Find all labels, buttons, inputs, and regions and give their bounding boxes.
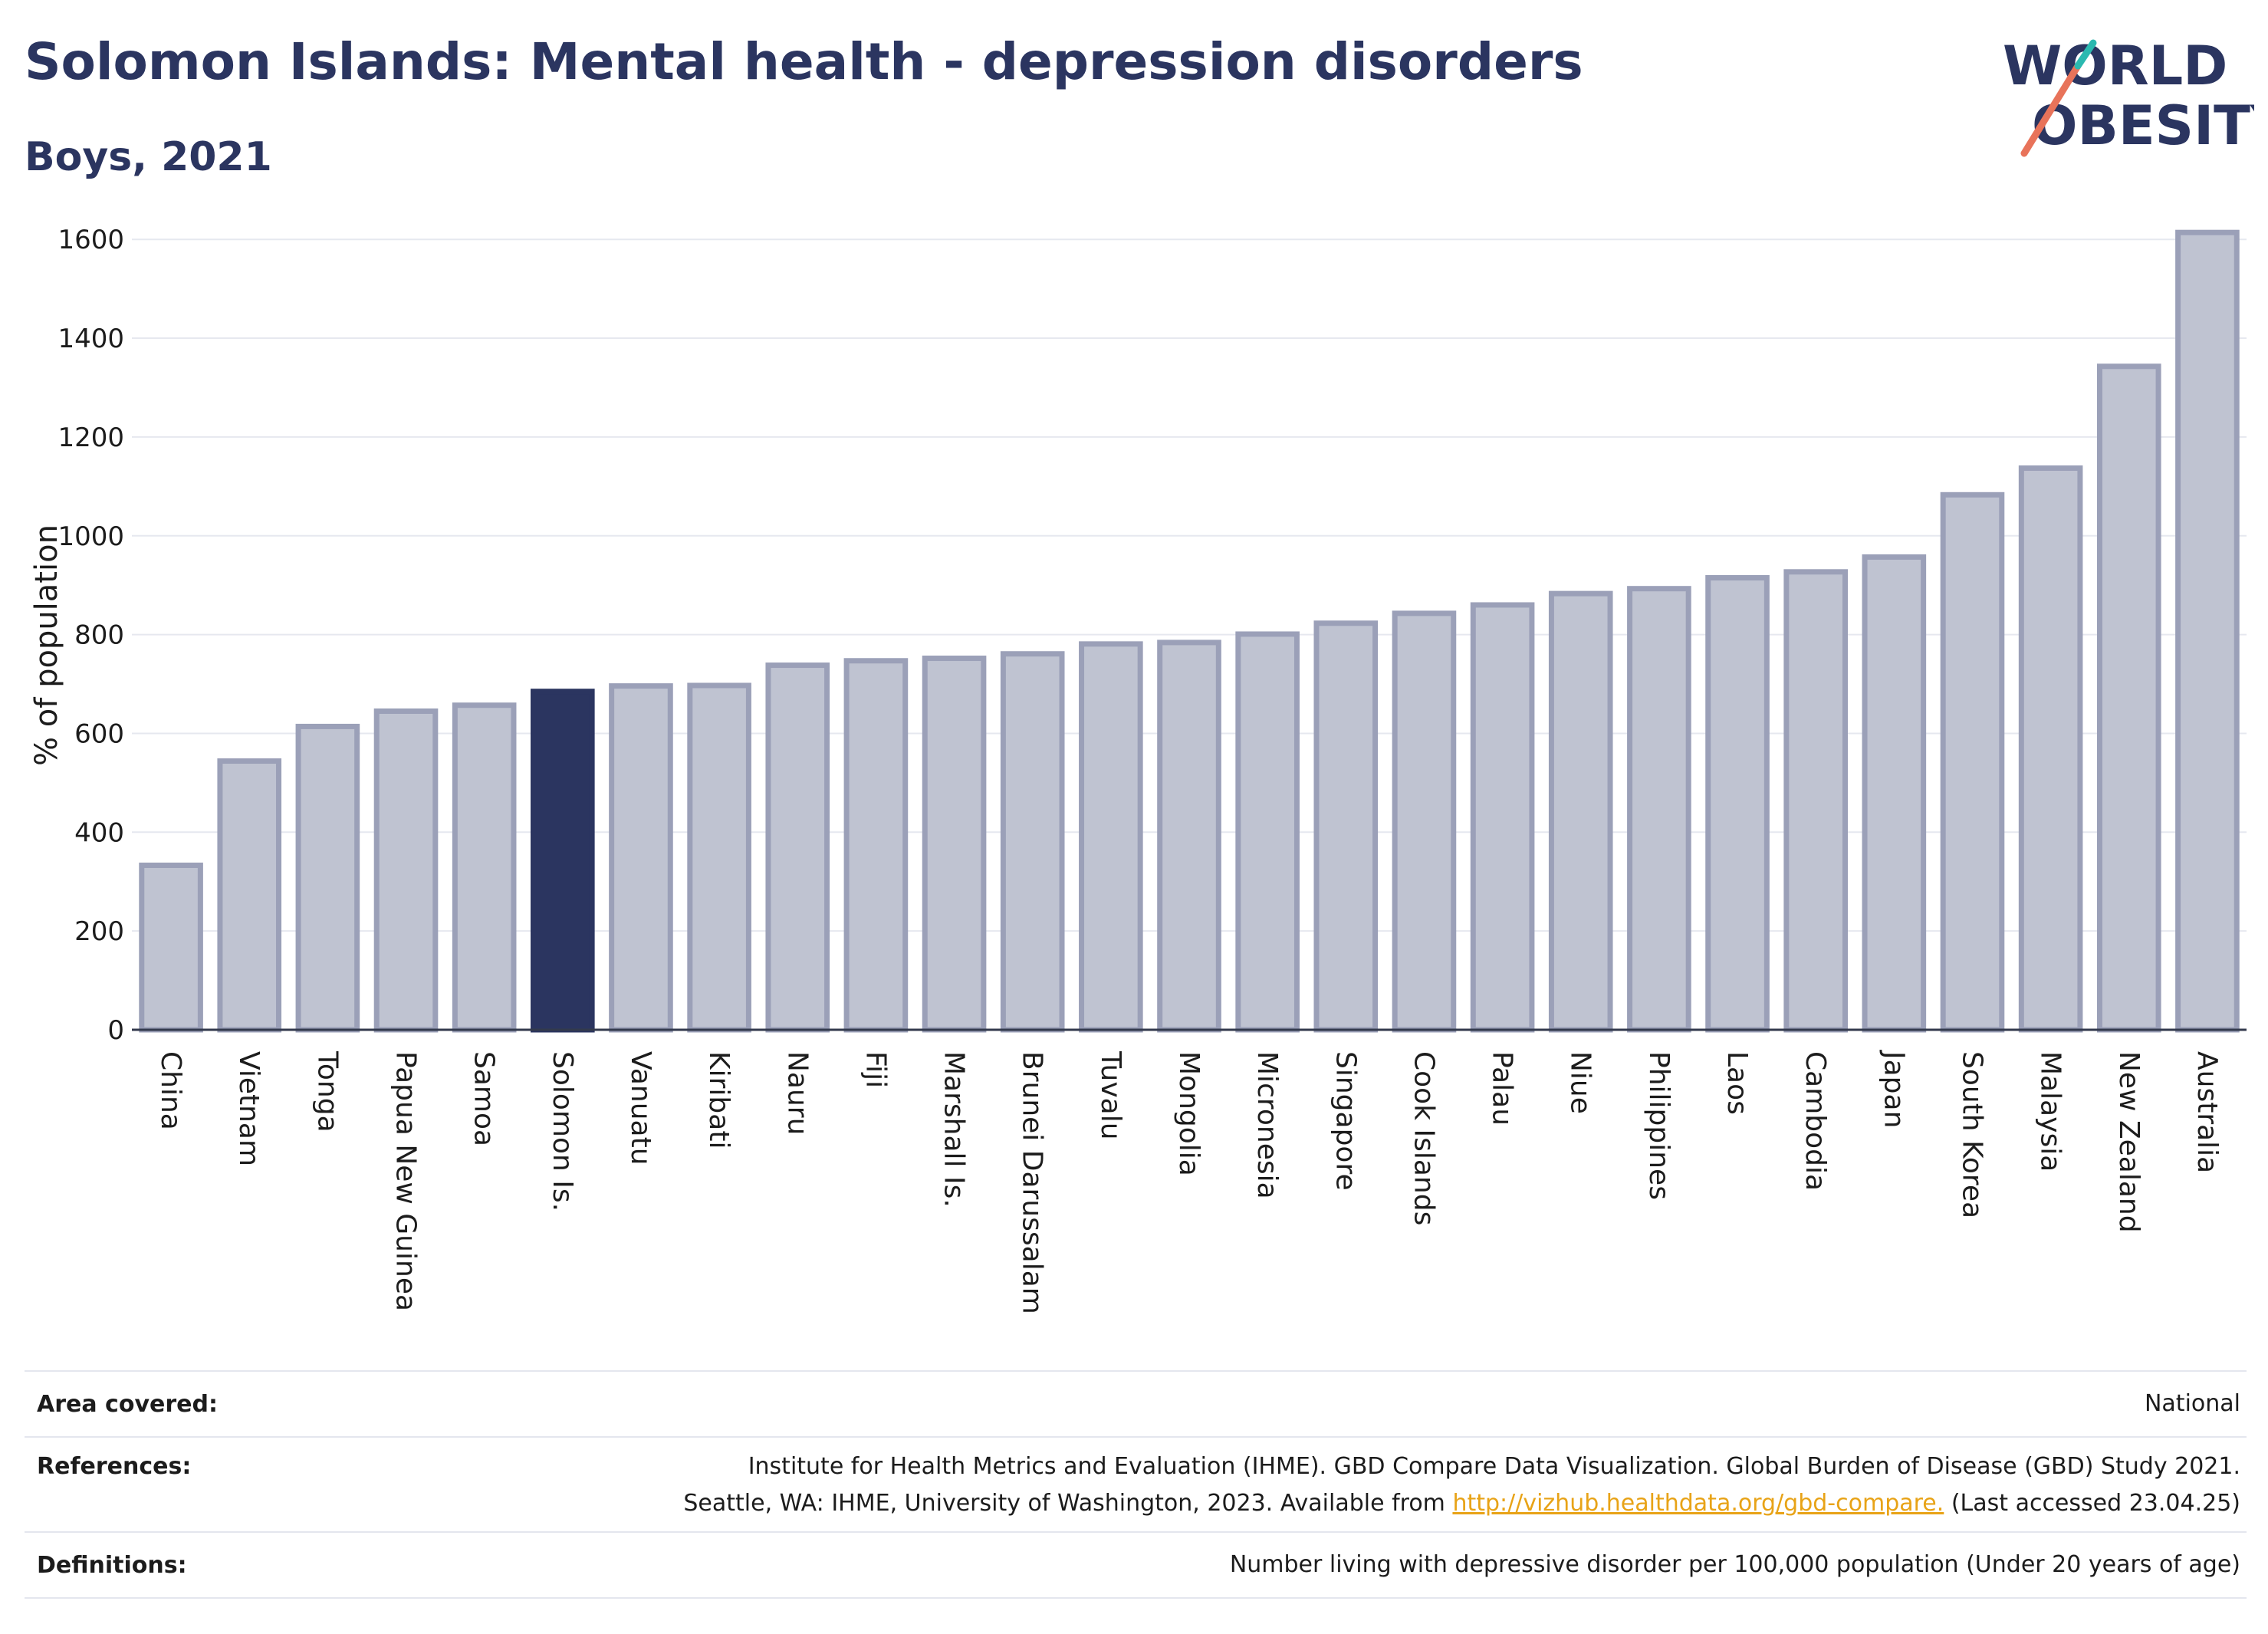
bar [217,758,282,1033]
logo-line2: OBESITY [2032,94,2254,157]
x-tick-label: Samoa [468,1051,500,1146]
bar [452,702,517,1033]
area-label: Area covered: [37,1390,218,1418]
y-tick-label: 0 [107,1015,124,1046]
x-tick-label: Cambodia [1800,1051,1831,1191]
x-tick-label: Brunei Darussalam [1017,1051,1048,1314]
logo-line1: WORLD [2003,35,2227,97]
bar [295,723,360,1033]
x-tick-label: New Zealand [2113,1051,2145,1233]
page-title: Solomon Islands: Mental health - depress… [25,32,1583,91]
info-row-area: Area covered: National [25,1370,2247,1436]
x-tick-label: Niue [1565,1051,1596,1114]
bar [1079,641,1143,1033]
x-tick-label: Tuvalu [1095,1050,1126,1140]
y-tick-label: 200 [74,916,124,947]
bar [765,662,830,1033]
bar [1705,575,1770,1033]
y-tick-label: 600 [74,718,124,749]
y-tick-label: 800 [74,620,124,651]
bar [1000,651,1065,1033]
bar [1862,554,1927,1033]
bar [1627,586,1691,1033]
x-tick-label: Fiji [860,1051,891,1088]
info-table: Area covered: National References: Insti… [25,1370,2247,1599]
x-tick-label: Tonga [311,1050,343,1133]
info-row-definitions: Definitions: Number living with depressi… [25,1531,2247,1599]
bar [1235,631,1300,1033]
bar [922,656,987,1033]
x-tick-label: Marshall Is. [938,1051,970,1208]
bar [1783,569,1848,1033]
logo-slash-accent-icon [2074,39,2097,70]
references-label: References: [37,1453,192,1480]
x-tick-label: Japan [1878,1050,1909,1128]
x-tick-label: Palau [1487,1051,1518,1126]
bar [1392,610,1457,1033]
y-tick-label: 1600 [58,225,124,255]
x-tick-label: Philippines [1643,1051,1675,1200]
y-tick-label: 1400 [58,324,124,354]
x-tick-label: Malaysia [2035,1051,2066,1172]
y-tick-label: 1000 [58,521,124,552]
x-tick-label: Micronesia [1251,1051,1283,1199]
area-value: National [2144,1390,2240,1417]
world-obesity-logo: WORLD OBESITY [2003,35,2254,157]
x-tick-label: Nauru [781,1051,813,1135]
bar [1313,620,1379,1033]
x-tick-label: China [155,1051,186,1130]
bar-chart: 0 200 400 600 800 1000 1200 1400 1600 % of popula… [29,225,2247,1314]
x-tick-label: Vanuatu [625,1051,656,1165]
bar [2018,465,2083,1033]
bar [531,689,595,1033]
references-link[interactable]: http://vizhub.healthdata.org/gbd-compare… [1452,1490,1944,1517]
x-tick-label: Papua New Guinea [390,1051,422,1311]
bar [1548,590,1613,1033]
x-tick-label: Cook Islands [1408,1051,1439,1225]
info-row-references: References: Institute for Health Metrics… [25,1436,2247,1531]
references-line2-pre: Seattle, WA: IHME, University of Washing… [683,1490,1453,1517]
page-subtitle: Boys, 2021 [25,134,272,180]
bar [687,682,751,1033]
x-tick-label: Laos [1721,1051,1753,1115]
bar [139,862,203,1033]
y-axis-label: % of population [29,524,64,766]
bar [1940,492,2005,1033]
x-tick-label: Kiribati [703,1051,735,1149]
bar [2096,363,2161,1033]
bar [373,708,439,1033]
x-tick-label: Singapore [1330,1051,1361,1191]
references-value: Institute for Health Metrics and Evaluat… [683,1448,2240,1531]
y-tick-label: 1200 [58,422,124,453]
references-line2: Seattle, WA: IHME, University of Washing… [683,1485,2240,1522]
definitions-value: Number living with depressive disorder p… [1229,1551,2240,1578]
bar [2175,229,2240,1033]
x-tick-label: South Korea [1956,1051,1987,1218]
bar [1157,639,1221,1033]
x-tick-label: Mongolia [1173,1051,1205,1176]
y-tick-label: 400 [74,817,124,848]
bar [609,683,673,1033]
logo-slash-icon [2020,62,2082,157]
references-line2-post: (Last accessed 23.04.25) [1944,1490,2240,1517]
definitions-label: Definitions: [37,1551,187,1579]
references-line1: Institute for Health Metrics and Evaluat… [748,1453,2240,1480]
x-tick-label: Vietnam [233,1051,265,1166]
bar [843,658,909,1033]
x-tick-label: Australia [2191,1051,2223,1173]
x-tick-label: Solomon Is. [547,1051,578,1212]
bar [1470,602,1535,1033]
